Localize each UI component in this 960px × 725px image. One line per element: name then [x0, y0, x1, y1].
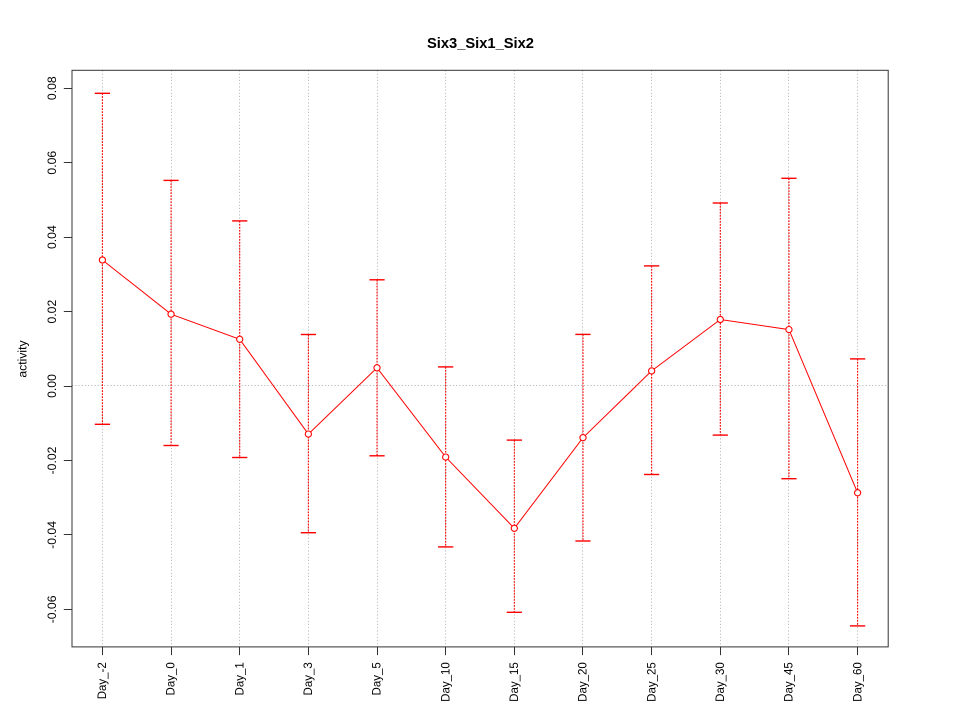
- svg-text:Day_3: Day_3: [303, 662, 315, 695]
- svg-text:Day_1: Day_1: [234, 662, 246, 695]
- svg-text:0.06: 0.06: [45, 151, 59, 175]
- svg-text:0.00: 0.00: [45, 374, 59, 398]
- svg-text:Day_20: Day_20: [578, 662, 590, 702]
- svg-text:0.02: 0.02: [45, 300, 59, 324]
- svg-text:0.08: 0.08: [45, 76, 59, 100]
- svg-text:-0.04: -0.04: [45, 521, 59, 549]
- svg-text:Day_0: Day_0: [166, 662, 178, 695]
- svg-text:Day_60: Day_60: [852, 662, 864, 702]
- svg-text:0.04: 0.04: [45, 225, 59, 249]
- svg-text:Day_30: Day_30: [715, 662, 727, 702]
- svg-text:Day_15: Day_15: [509, 662, 521, 702]
- svg-text:Day_-2: Day_-2: [97, 662, 109, 699]
- svg-text:Day_45: Day_45: [784, 662, 796, 702]
- svg-text:-0.06: -0.06: [45, 595, 59, 623]
- svg-text:Day_25: Day_25: [646, 662, 658, 702]
- svg-text:activity: activity: [15, 339, 29, 377]
- svg-text:Day_5: Day_5: [372, 662, 384, 695]
- svg-text:Day_10: Day_10: [440, 662, 452, 702]
- svg-text:Six3_Six1_Six2: Six3_Six1_Six2: [427, 36, 534, 52]
- svg-text:-0.02: -0.02: [45, 446, 59, 474]
